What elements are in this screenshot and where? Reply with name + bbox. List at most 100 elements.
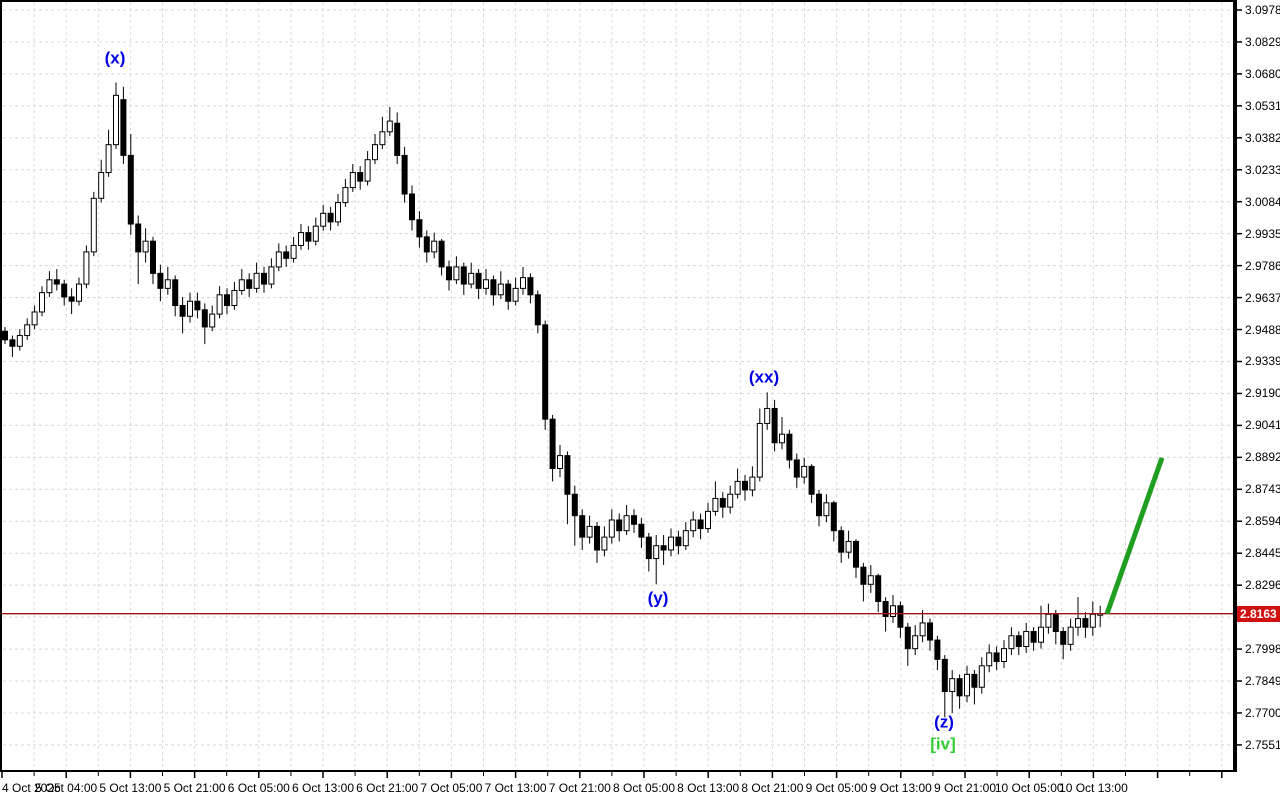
candle-down[interactable] bbox=[201, 309, 208, 328]
candle-up[interactable] bbox=[90, 197, 97, 253]
candle-down[interactable] bbox=[579, 515, 586, 538]
candle-up[interactable] bbox=[608, 519, 615, 538]
candle-up[interactable] bbox=[1089, 613, 1096, 628]
candle-down[interactable] bbox=[853, 540, 859, 568]
candle-up[interactable] bbox=[312, 225, 319, 242]
candle-up[interactable] bbox=[349, 172, 356, 189]
candle-up[interactable] bbox=[335, 202, 341, 223]
candle-down[interactable] bbox=[571, 493, 578, 517]
candle-down[interactable] bbox=[9, 339, 16, 347]
wave-label-[interactable]: ) bbox=[0, 356, 1, 373]
candle-up[interactable] bbox=[453, 266, 460, 281]
candle-down[interactable] bbox=[927, 622, 933, 641]
candle-up[interactable] bbox=[890, 605, 896, 617]
candle-up[interactable] bbox=[690, 519, 697, 532]
candle-up[interactable] bbox=[1023, 630, 1030, 648]
candle-down[interactable] bbox=[816, 493, 822, 517]
candle-up[interactable] bbox=[24, 324, 31, 337]
candle-up[interactable] bbox=[712, 498, 719, 512]
candle-up[interactable] bbox=[749, 476, 756, 491]
candle-up[interactable] bbox=[668, 536, 674, 551]
candle-up[interactable] bbox=[845, 540, 852, 553]
candle-up[interactable] bbox=[978, 665, 985, 688]
candle-up[interactable] bbox=[520, 277, 526, 289]
candle-up[interactable] bbox=[512, 287, 519, 302]
candle-up[interactable] bbox=[231, 290, 238, 307]
wave-label-y[interactable]: (y) bbox=[647, 588, 669, 608]
candle-down[interactable] bbox=[631, 515, 637, 525]
candle-down[interactable] bbox=[1030, 630, 1037, 643]
candle-up[interactable] bbox=[1001, 648, 1007, 663]
candle-up[interactable] bbox=[142, 240, 149, 253]
candle-down[interactable] bbox=[934, 639, 941, 660]
candle-up[interactable] bbox=[209, 313, 216, 328]
candle-up[interactable] bbox=[31, 311, 38, 326]
candle-down[interactable] bbox=[645, 536, 652, 560]
candle-up[interactable] bbox=[39, 292, 45, 313]
candle-down[interactable] bbox=[505, 283, 512, 302]
candle-up[interactable] bbox=[623, 515, 630, 532]
candle-down[interactable] bbox=[127, 154, 134, 225]
candle-up[interactable] bbox=[98, 172, 105, 199]
candle-down[interactable] bbox=[1052, 613, 1059, 632]
candle-down[interactable] bbox=[357, 172, 364, 182]
candle-down[interactable] bbox=[897, 605, 904, 628]
candle-down[interactable] bbox=[394, 122, 401, 156]
candle-up[interactable] bbox=[431, 240, 438, 253]
candle-up[interactable] bbox=[586, 525, 593, 538]
candle-down[interactable] bbox=[438, 240, 445, 268]
candle-down[interactable] bbox=[675, 536, 682, 547]
candle-down[interactable] bbox=[150, 240, 156, 274]
candle-up[interactable] bbox=[919, 622, 926, 637]
candle-down[interactable] bbox=[941, 658, 948, 693]
candle-down[interactable] bbox=[638, 523, 645, 538]
candle-down[interactable] bbox=[616, 519, 623, 532]
candle-down[interactable] bbox=[283, 251, 290, 259]
candle-down[interactable] bbox=[719, 498, 726, 508]
candle-up[interactable] bbox=[342, 187, 349, 204]
candle-down[interactable] bbox=[875, 575, 882, 602]
candle-up[interactable] bbox=[653, 545, 660, 560]
candle-up[interactable] bbox=[867, 575, 874, 585]
candle-up[interactable] bbox=[705, 510, 711, 530]
candle-down[interactable] bbox=[882, 600, 889, 617]
candle-down[interactable] bbox=[157, 272, 164, 289]
candle-down[interactable] bbox=[446, 266, 452, 281]
candle-up[interactable] bbox=[275, 251, 282, 268]
candle-down[interactable] bbox=[135, 223, 142, 253]
candle-down[interactable] bbox=[409, 193, 415, 221]
candle-down[interactable] bbox=[1015, 635, 1022, 648]
candle-down[interactable] bbox=[194, 300, 201, 311]
candle-up[interactable] bbox=[290, 244, 297, 259]
candle-up[interactable] bbox=[756, 422, 763, 478]
candle-up[interactable] bbox=[16, 335, 23, 347]
candle-up[interactable] bbox=[497, 283, 504, 296]
candle-down[interactable] bbox=[904, 626, 911, 650]
candle-up[interactable] bbox=[734, 480, 741, 495]
candle-up[interactable] bbox=[113, 94, 119, 146]
candle-up[interactable] bbox=[1075, 618, 1081, 628]
candle-down[interactable] bbox=[460, 266, 467, 285]
candle-up[interactable] bbox=[986, 652, 993, 667]
candle-down[interactable] bbox=[490, 279, 497, 296]
candle-up[interactable] bbox=[557, 455, 563, 470]
candle-up[interactable] bbox=[372, 144, 378, 161]
candle-down[interactable] bbox=[120, 99, 127, 156]
candle-down[interactable] bbox=[246, 279, 253, 289]
candle-down[interactable] bbox=[2, 330, 8, 341]
candle-down[interactable] bbox=[542, 324, 549, 420]
candle-up[interactable] bbox=[253, 272, 260, 289]
candle-up[interactable] bbox=[964, 673, 970, 697]
candle-down[interactable] bbox=[771, 407, 778, 444]
candle-down[interactable] bbox=[327, 212, 334, 223]
candle-up[interactable] bbox=[764, 407, 771, 424]
candle-down[interactable] bbox=[172, 279, 179, 307]
candle-up[interactable] bbox=[83, 251, 90, 285]
candle-up[interactable] bbox=[216, 294, 223, 315]
candle-down[interactable] bbox=[527, 277, 534, 296]
candle-up[interactable] bbox=[1008, 635, 1015, 650]
candle-down[interactable] bbox=[179, 305, 186, 317]
candle-down[interactable] bbox=[61, 283, 68, 298]
candle-down[interactable] bbox=[475, 272, 482, 289]
candle-up[interactable] bbox=[268, 266, 275, 285]
